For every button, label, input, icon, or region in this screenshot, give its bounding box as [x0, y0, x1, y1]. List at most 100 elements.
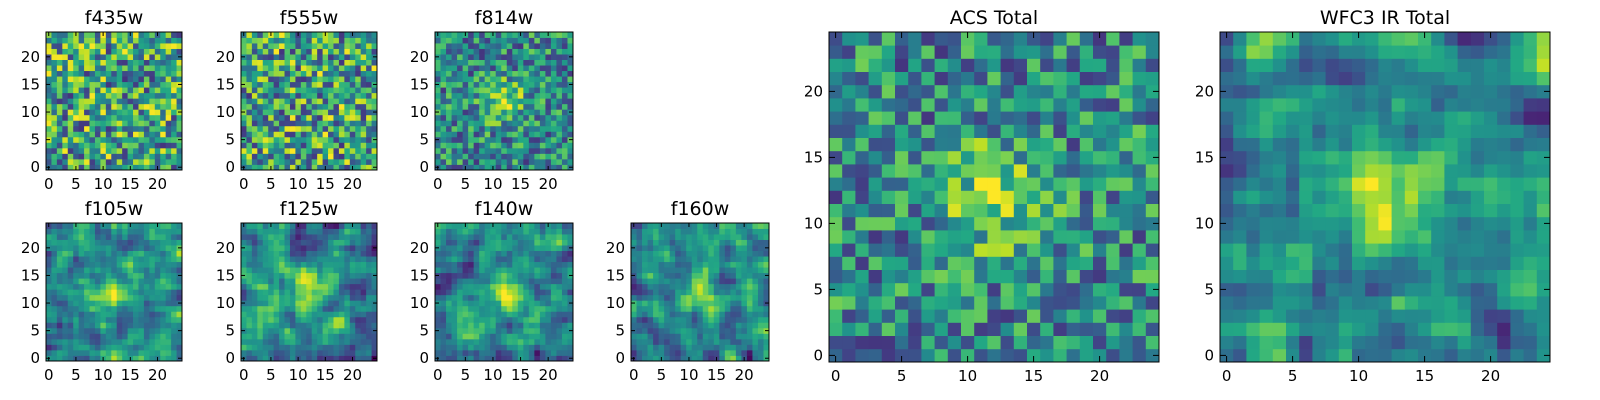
- image-pixel: [763, 223, 770, 229]
- image-pixel: [702, 311, 709, 318]
- image-pixel: [457, 316, 463, 323]
- y-tick-label: 0: [419, 349, 429, 367]
- image-pixel: [473, 316, 480, 323]
- image-pixel: [708, 344, 715, 351]
- image-pixel: [895, 348, 909, 363]
- image-pixel: [306, 327, 313, 334]
- image-pixel: [338, 65, 345, 72]
- image-pixel: [143, 327, 150, 334]
- image-pixel: [333, 142, 340, 149]
- image-pixel: [279, 98, 285, 105]
- image-pixel: [691, 305, 698, 312]
- image-pixel: [757, 272, 764, 279]
- image-pixel: [881, 309, 896, 323]
- image-pixel: [56, 338, 63, 345]
- image-pixel: [686, 316, 693, 323]
- image-pixel: [257, 164, 264, 171]
- image-pixel: [545, 120, 552, 127]
- image-pixel: [111, 316, 118, 323]
- image-pixel: [691, 355, 698, 362]
- image-pixel: [468, 114, 475, 121]
- image-pixel: [333, 76, 340, 83]
- image-pixel: [495, 322, 502, 329]
- image-pixel: [317, 120, 323, 127]
- image-pixel: [664, 278, 671, 285]
- image-pixel: [89, 92, 96, 99]
- image-pixel: [556, 87, 563, 94]
- image-pixel: [100, 261, 107, 268]
- image-pixel: [295, 131, 302, 138]
- image-pixel: [669, 338, 676, 345]
- image-pixel: [545, 59, 552, 66]
- image-pixel: [78, 261, 85, 268]
- image-pixel: [111, 158, 118, 165]
- image-pixel: [829, 256, 843, 270]
- image-pixel: [355, 338, 362, 345]
- image-pixel: [506, 87, 513, 94]
- image-pixel: [752, 223, 759, 229]
- image-pixel: [512, 289, 519, 296]
- image-pixel: [484, 300, 491, 307]
- image-pixel: [317, 344, 323, 351]
- image-pixel: [561, 344, 568, 351]
- image-pixel: [961, 269, 975, 284]
- image-pixel: [122, 349, 128, 356]
- y-tick-label: 20: [21, 48, 40, 66]
- image-pixel: [724, 278, 731, 285]
- image-pixel: [160, 234, 167, 240]
- image-pixel: [440, 54, 447, 60]
- image-pixel: [300, 164, 307, 171]
- image-pixel: [360, 256, 367, 263]
- image-pixel: [490, 103, 497, 110]
- image-pixel: [741, 245, 748, 251]
- image-pixel: [122, 48, 128, 55]
- image-pixel: [262, 327, 269, 334]
- image-pixel: [697, 289, 704, 296]
- image-pixel: [484, 59, 491, 66]
- image-pixel: [1013, 335, 1028, 350]
- image-pixel: [1013, 190, 1028, 204]
- image-pixel: [333, 256, 340, 263]
- image-pixel: [451, 48, 458, 55]
- image-pixel: [127, 311, 134, 318]
- image-pixel: [680, 256, 687, 263]
- image-pixel: [1106, 243, 1120, 257]
- image-pixel: [176, 158, 183, 165]
- image-pixel: [1132, 296, 1147, 310]
- image-pixel: [56, 223, 63, 229]
- image-pixel: [451, 250, 458, 257]
- image-pixel: [642, 333, 648, 340]
- image-pixel: [512, 114, 519, 121]
- image-pixel: [675, 300, 682, 307]
- image-pixel: [349, 87, 356, 94]
- image-pixel: [56, 70, 63, 77]
- image-pixel: [279, 228, 285, 235]
- image-pixel: [495, 43, 502, 49]
- image-pixel: [842, 335, 856, 350]
- image-pixel: [512, 136, 519, 143]
- image-pixel: [284, 114, 291, 121]
- image-pixel: [262, 316, 269, 323]
- image-pixel: [344, 223, 351, 229]
- image-pixel: [708, 355, 715, 362]
- image-pixel: [653, 333, 659, 340]
- image-pixel: [366, 109, 372, 116]
- image-pixel: [89, 283, 96, 290]
- image-pixel: [752, 289, 759, 296]
- image-pixel: [160, 294, 167, 301]
- image-pixel: [435, 305, 441, 312]
- image-pixel: [300, 109, 307, 116]
- image-pixel: [457, 261, 463, 268]
- image-pixel: [116, 164, 123, 171]
- image-pixel: [154, 322, 161, 329]
- image-pixel: [46, 294, 52, 301]
- image-pixel: [241, 92, 247, 99]
- image-pixel: [702, 322, 709, 329]
- image-pixel: [855, 243, 869, 257]
- image-pixel: [829, 164, 843, 178]
- image-pixel: [451, 131, 458, 138]
- image-pixel: [73, 125, 80, 132]
- image-pixel: [512, 48, 519, 55]
- image-pixel: [1000, 164, 1015, 178]
- image-pixel: [741, 239, 748, 246]
